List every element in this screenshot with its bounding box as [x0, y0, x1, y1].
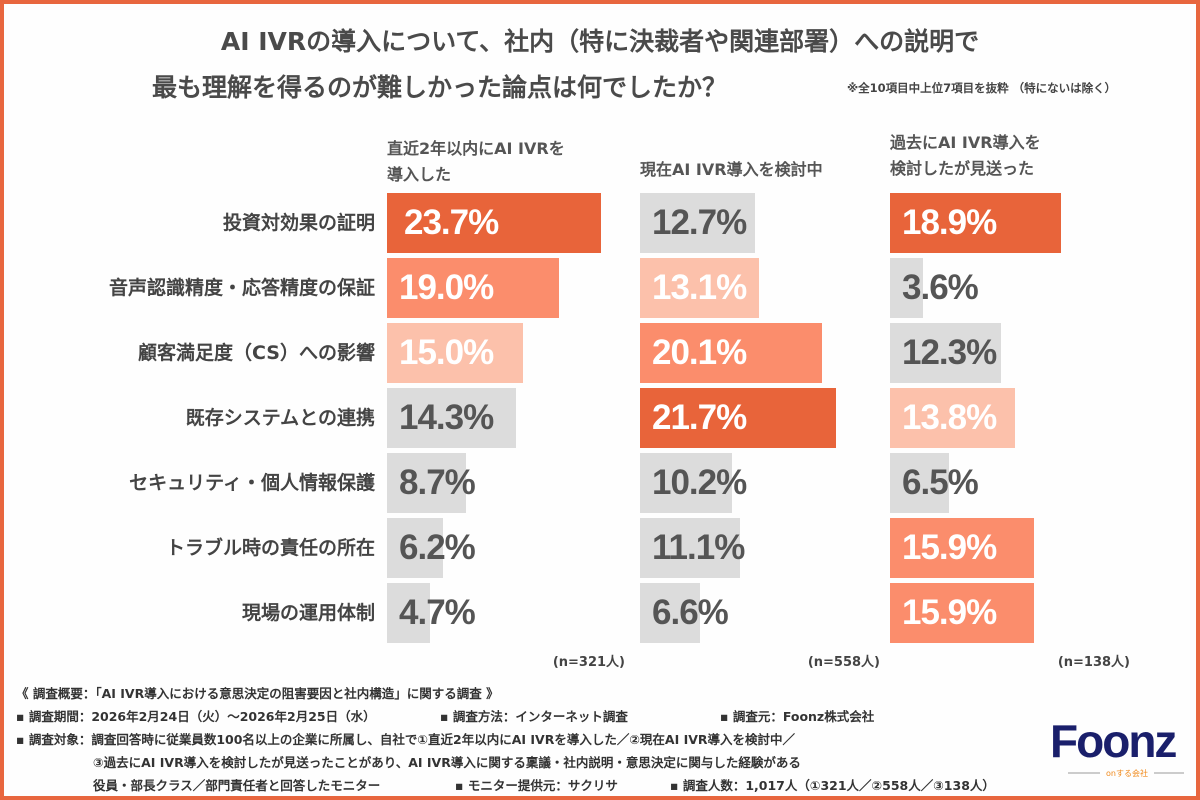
- bar-value-label: 8.7%: [399, 463, 476, 502]
- bar: [640, 323, 822, 383]
- sample-size: (n=558人): [807, 655, 880, 670]
- category-label: 音声認識精度・応答精度の保証: [108, 277, 375, 299]
- series-header: 直近2年以内にAI IVRを: [387, 139, 565, 158]
- footer-target-1: ▪ 調査対象：調査回答時に従業員数100名以上の企業に所属し、自社で①直近2年以…: [16, 732, 796, 747]
- bar: [890, 388, 1015, 448]
- bar: [387, 193, 602, 253]
- bar-value-label: 11.1%: [652, 528, 745, 567]
- bar: [890, 193, 1062, 253]
- svg-text:Foonz: Foonz: [1050, 715, 1176, 767]
- series-header: 現在AI IVR導入を検討中: [640, 160, 823, 179]
- bar-value-label: 6.2%: [399, 528, 476, 567]
- bar: [387, 518, 444, 578]
- sample-size: (n=321人): [552, 655, 625, 670]
- bar: [387, 453, 466, 513]
- bar-value-label: 19.0%: [399, 268, 494, 307]
- bar: [387, 583, 430, 643]
- bar-value-label: 10.2%: [652, 463, 747, 502]
- bar: [640, 388, 837, 448]
- bar-value-label: 3.6%: [902, 268, 979, 307]
- footer-period: ▪ 調査期間：2026年2月24日（火）〜2026年2月25日（水）: [16, 709, 376, 724]
- bar: [890, 518, 1034, 578]
- bar-value-label: 15.9%: [902, 528, 997, 567]
- bar-value-label: 13.1%: [652, 268, 747, 307]
- bar: [387, 258, 559, 318]
- footer-provider: ▪ モニター提供元：サクリサ: [455, 778, 618, 793]
- category-label: 顧客満足度（CS）への影響: [138, 342, 375, 364]
- bar-value-label: 4.7%: [399, 593, 476, 632]
- bar-value-label: 12.3%: [902, 333, 997, 372]
- category-label: 現場の運用体制: [241, 602, 375, 624]
- bar-value-label: 6.5%: [902, 463, 979, 502]
- category-label: 投資対効果の証明: [222, 212, 375, 234]
- footer-count: ▪ 調査人数：1,017人（①321人／②558人／③138人）: [670, 778, 995, 793]
- bar-value-label: 15.9%: [902, 593, 997, 632]
- bar-value-label: 14.3%: [399, 398, 494, 437]
- bar-value-label: 18.9%: [902, 203, 997, 242]
- bar: [640, 453, 733, 513]
- bar-value-label: 20.1%: [652, 333, 747, 372]
- svg-text:onする会社: onする会社: [1106, 768, 1148, 778]
- foonz-logo: Foonz onする会社: [1050, 712, 1190, 782]
- bar-value-label: 23.7%: [404, 203, 499, 242]
- category-label: トラブル時の責任の所在: [165, 537, 375, 559]
- bar: [890, 453, 949, 513]
- footer-overview: 《 調査概要：「AI IVR導入における意思決定の阻害要因と社内構造」に関する調…: [16, 686, 499, 701]
- bar: [890, 323, 1002, 383]
- sample-size: (n=138人): [1057, 655, 1130, 670]
- bar-value-label: 15.0%: [399, 333, 494, 372]
- bar: [640, 258, 759, 318]
- bar-value-label: 13.8%: [902, 398, 997, 437]
- bar: [890, 258, 923, 318]
- bar-value-label: 21.7%: [652, 398, 747, 437]
- series-header: 検討したが見送った: [890, 159, 1035, 178]
- bar-value-label: 12.7%: [652, 203, 747, 242]
- bar: [640, 193, 755, 253]
- bar: [890, 583, 1034, 643]
- bar: [640, 583, 700, 643]
- footer-source: ▪ 調査元：Foonz株式会社: [720, 709, 875, 724]
- bar: [640, 518, 741, 578]
- note: ※全10項目中上位7項目を抜粋 （特にないは除く）: [847, 81, 1117, 95]
- bar: [387, 323, 523, 383]
- category-label: 既存システムとの連携: [185, 407, 375, 429]
- bar: [387, 388, 517, 448]
- bar-value-label: 6.6%: [652, 593, 729, 632]
- title-line1: AI IVRの導入について、社内（特に決裁者や関連部署）への説明で: [220, 27, 980, 56]
- footer-target-2: ③過去にAI IVR導入を検討したが見送ったことがあり、AI IVR導入に関する…: [93, 755, 801, 770]
- footer-method: ▪ 調査方法：インターネット調査: [440, 709, 628, 724]
- category-label: セキュリティ・個人情報保護: [129, 472, 375, 494]
- series-header: 過去にAI IVR導入を: [890, 133, 1041, 152]
- series-header: 導入した: [387, 165, 452, 184]
- title-line2: 最も理解を得るのが難しかった論点は何でしたか？: [152, 73, 728, 102]
- footer-target-3: 役員・部長クラス／部門責任者と回答したモニター: [93, 778, 381, 793]
